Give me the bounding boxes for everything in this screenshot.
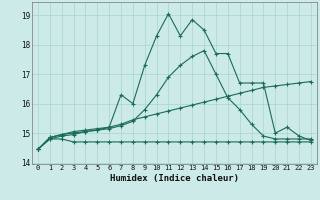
X-axis label: Humidex (Indice chaleur): Humidex (Indice chaleur) xyxy=(110,174,239,183)
